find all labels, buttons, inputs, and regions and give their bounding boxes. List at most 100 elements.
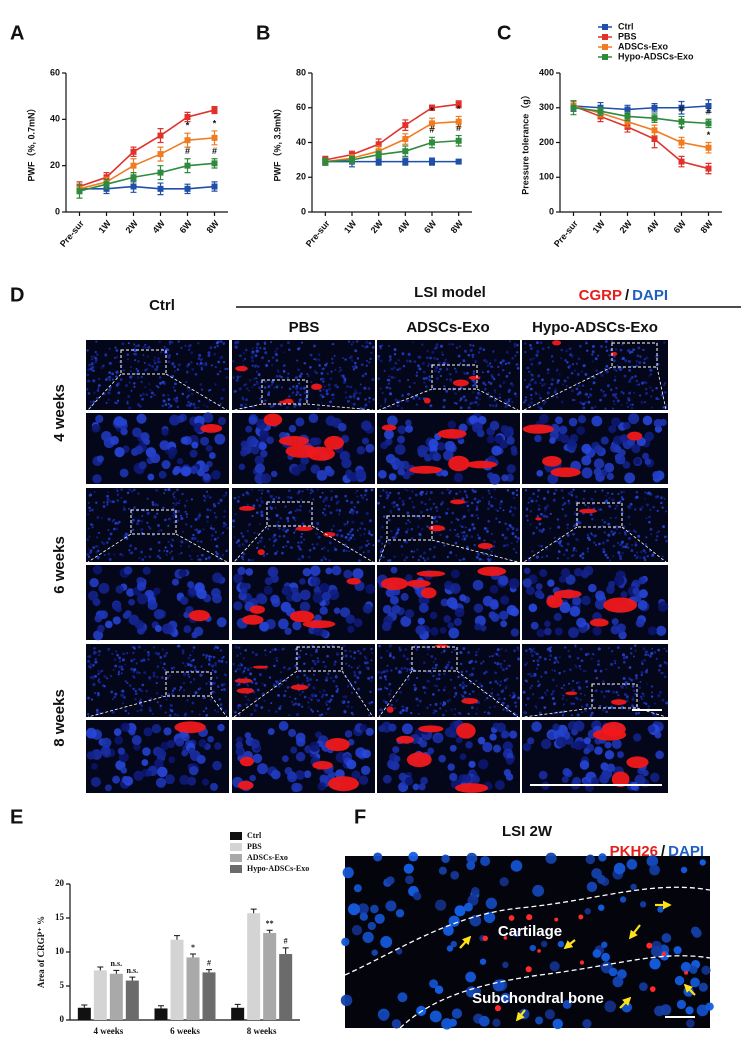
- nucleus: [361, 496, 365, 500]
- nucleus: [159, 707, 162, 710]
- nucleus: [320, 695, 324, 699]
- x-tick-label: 8W: [205, 218, 222, 235]
- nucleus: [345, 662, 348, 665]
- nucleus: [581, 443, 592, 454]
- error-bar: [266, 929, 273, 933]
- nucleus: [661, 698, 665, 702]
- nucleus: [552, 394, 555, 397]
- nucleus: [618, 532, 621, 535]
- nucleus: [88, 363, 92, 367]
- nucleus: [101, 430, 112, 442]
- nucleus: [442, 688, 446, 692]
- nucleus: [475, 650, 478, 654]
- nucleus: [182, 682, 186, 685]
- nucleus: [336, 385, 339, 389]
- nucleus: [657, 601, 669, 612]
- nucleus: [356, 676, 360, 680]
- nucleus: [428, 498, 431, 501]
- nucleus: [494, 434, 504, 444]
- nucleus: [388, 491, 392, 495]
- nucleus: [598, 704, 602, 708]
- nucleus: [318, 364, 321, 367]
- nucleus: [299, 578, 306, 585]
- nucleus: [574, 568, 583, 577]
- nucleus: [286, 341, 290, 345]
- nucleus: [584, 653, 588, 657]
- nucleus: [333, 354, 336, 357]
- nucleus: [288, 489, 291, 493]
- nucleus: [120, 672, 123, 675]
- nucleus: [258, 504, 262, 508]
- nucleus: [158, 340, 161, 344]
- nucleus: [351, 713, 354, 716]
- arrow: [683, 983, 696, 996]
- nucleus: [644, 431, 655, 442]
- nucleus: [617, 666, 620, 669]
- nucleus: [583, 393, 586, 396]
- stain-signal: [477, 542, 493, 550]
- nucleus: [272, 544, 275, 547]
- marker: [624, 118, 631, 125]
- nucleus: [204, 557, 208, 561]
- nucleus: [107, 517, 111, 521]
- nucleus: [320, 713, 324, 716]
- stain-red: CGRP: [579, 287, 622, 304]
- nucleus: [144, 386, 147, 389]
- nucleus: [487, 472, 495, 480]
- nucleus: [642, 415, 653, 426]
- nucleus: [573, 399, 576, 401]
- error-bar: [158, 1005, 164, 1009]
- stain-signal: [346, 577, 361, 585]
- nucleus: [649, 386, 652, 389]
- bar: [202, 972, 216, 1020]
- nucleus: [296, 347, 300, 351]
- nucleus: [185, 370, 189, 374]
- y-tick-label: 40: [296, 137, 306, 147]
- nucleus: [494, 497, 497, 500]
- nucleus: [213, 537, 217, 541]
- nucleus: [584, 908, 591, 915]
- nucleus: [402, 654, 406, 657]
- stain-signal: [289, 610, 315, 623]
- nucleus: [160, 347, 163, 350]
- nucleus: [283, 370, 286, 373]
- nucleus: [517, 538, 520, 541]
- nucleus: [492, 404, 495, 407]
- nucleus: [565, 384, 568, 387]
- nucleus: [529, 686, 532, 689]
- nucleus: [151, 723, 162, 734]
- nucleus: [294, 702, 298, 706]
- nucleus: [176, 352, 179, 356]
- nucleus: [244, 695, 247, 698]
- nucleus: [572, 398, 575, 402]
- nucleus: [132, 427, 142, 438]
- nucleus: [234, 345, 237, 348]
- nucleus: [538, 393, 541, 396]
- nucleus: [200, 665, 203, 668]
- nucleus: [91, 676, 95, 680]
- nucleus: [483, 359, 487, 362]
- nucleus: [634, 375, 637, 378]
- nucleus: [614, 516, 618, 520]
- nucleus: [206, 405, 209, 408]
- nucleus: [133, 668, 137, 672]
- nucleus: [251, 446, 260, 455]
- nucleus: [195, 528, 199, 532]
- nucleus: [640, 671, 644, 674]
- nucleus: [309, 353, 313, 357]
- nucleus: [535, 652, 538, 655]
- nucleus: [587, 400, 591, 404]
- nucleus: [168, 756, 176, 764]
- nucleus: [307, 678, 311, 682]
- nucleus: [541, 940, 548, 948]
- nucleus: [109, 558, 112, 561]
- nucleus: [498, 575, 509, 586]
- nucleus: [608, 424, 617, 434]
- nucleus: [353, 651, 357, 654]
- nucleus: [547, 579, 555, 587]
- nucleus: [300, 535, 303, 539]
- nucleus: [223, 509, 227, 513]
- nucleus: [478, 398, 482, 401]
- nucleus: [258, 441, 267, 451]
- zoom-guide: [210, 695, 228, 718]
